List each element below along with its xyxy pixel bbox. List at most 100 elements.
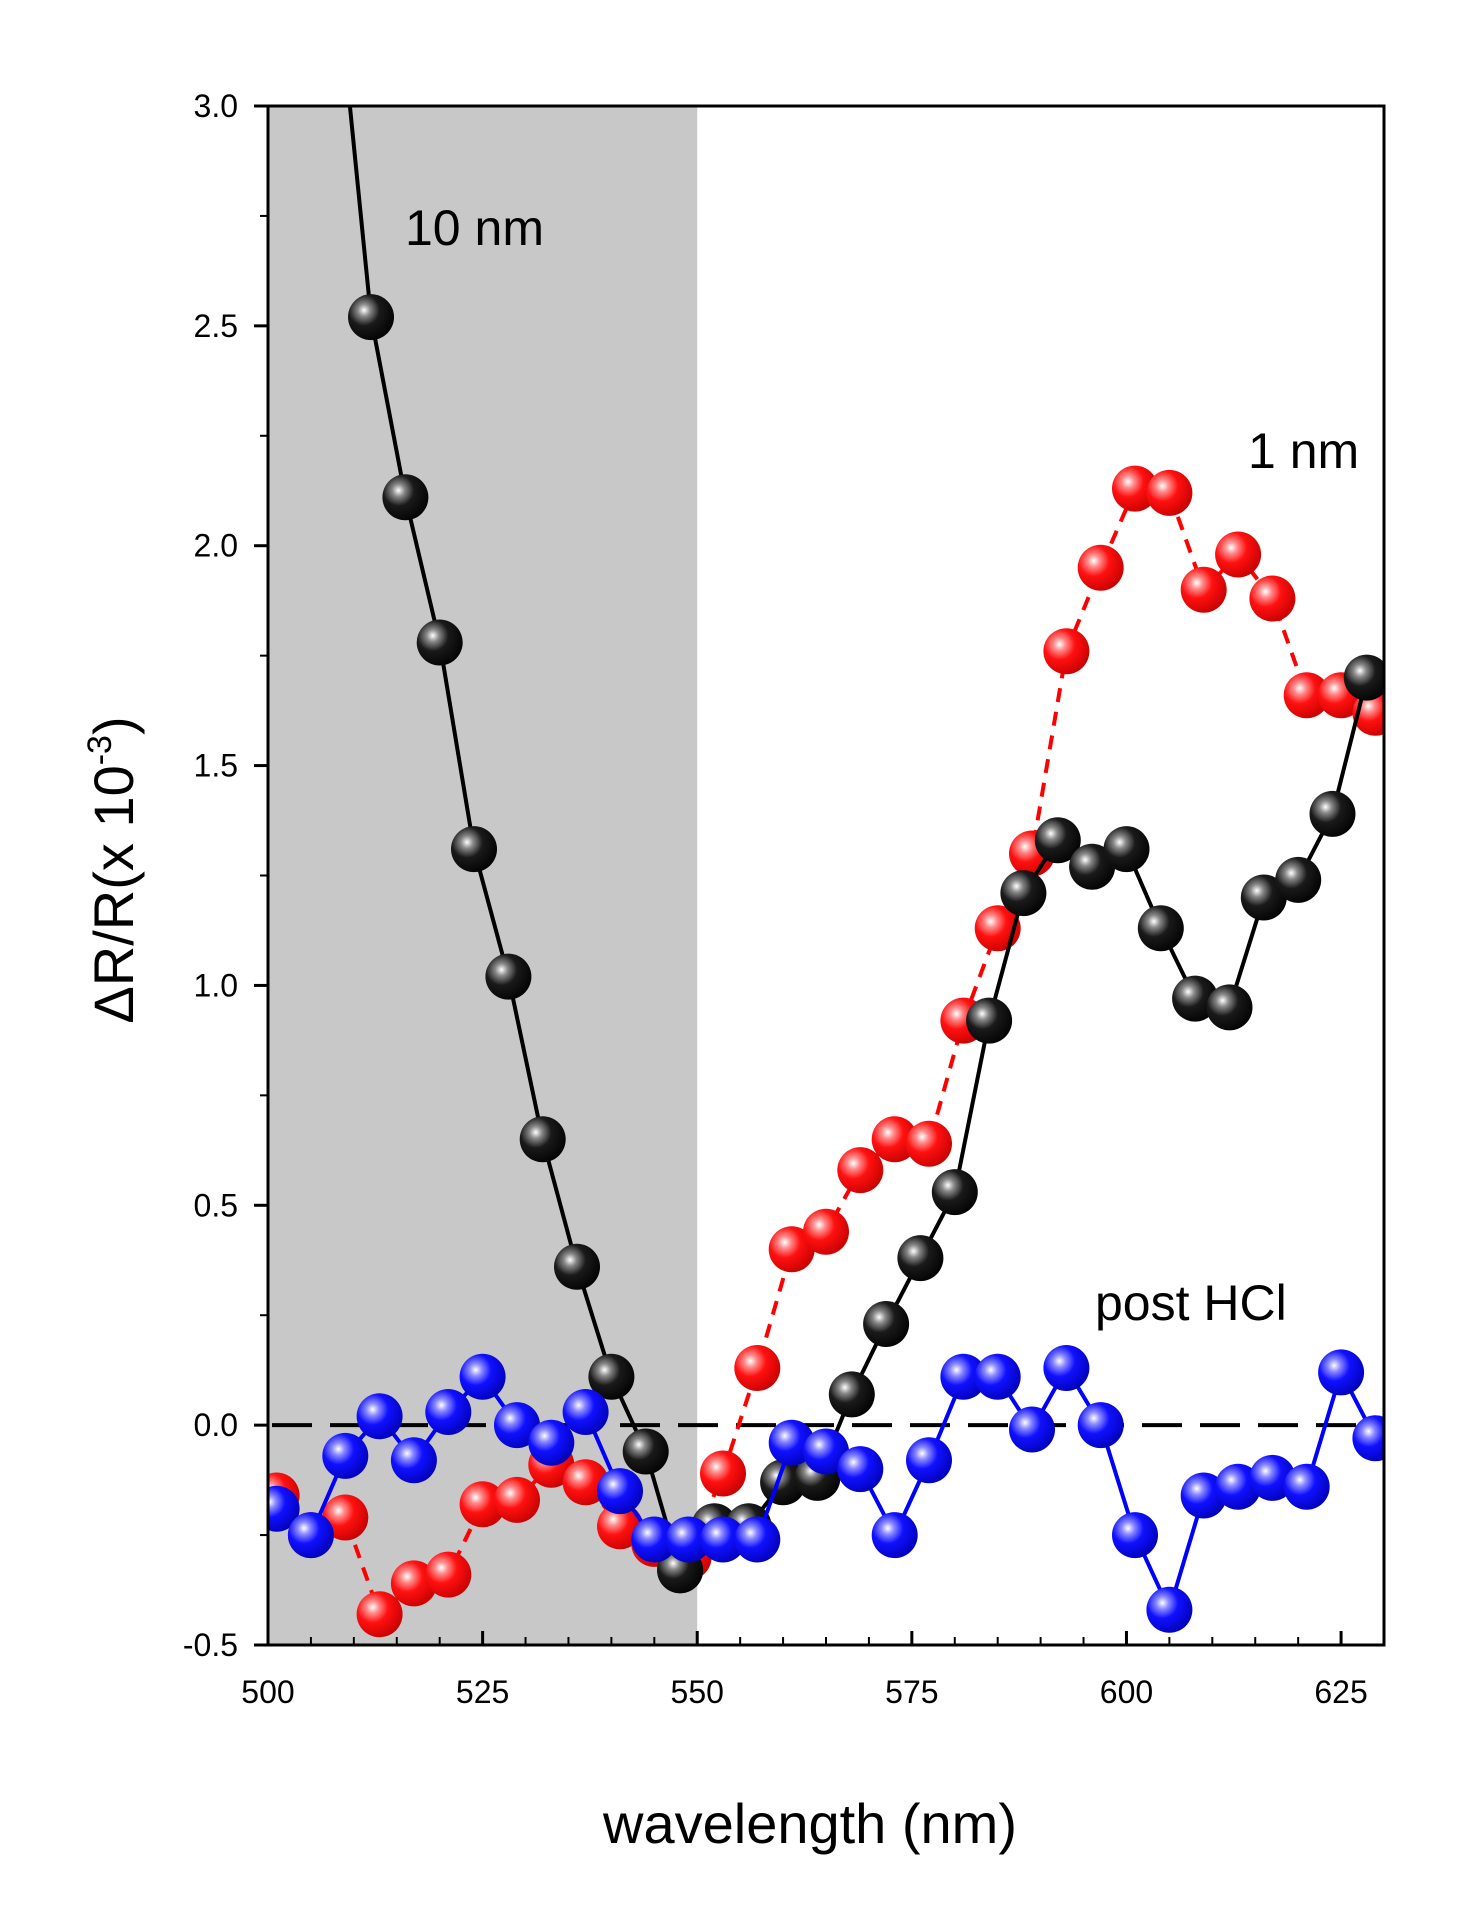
data-point-red <box>390 1560 437 1607</box>
data-point-red <box>1283 672 1330 719</box>
data-point-10-nm <box>519 1116 566 1163</box>
data-point-post-hcl <box>459 1353 506 1400</box>
data-point-1-nm <box>1069 843 1116 890</box>
data-point-red <box>459 1481 506 1528</box>
data-point-1-nm <box>1206 984 1253 1031</box>
data-point-post-hcl <box>287 1512 334 1559</box>
data-point-post-hcl <box>871 1512 918 1559</box>
data-point-post-hcl <box>1146 1586 1193 1633</box>
data-point-post-hcl <box>665 1516 712 1563</box>
data-point-red <box>1249 575 1296 622</box>
data-point-10-nm <box>588 1353 635 1400</box>
data-point-post-hcl <box>1043 1345 1090 1391</box>
data-point-red <box>494 1476 540 1523</box>
data-point-10-nm <box>348 294 394 341</box>
y-tick-label: 3.0 <box>194 88 238 124</box>
data-point-1-nm <box>931 1169 978 1216</box>
data-point-red <box>1180 566 1227 613</box>
data-point-10-nm <box>622 1428 669 1475</box>
data-point-red <box>734 1345 781 1391</box>
data-point-10-nm <box>554 1243 600 1290</box>
series-post-hcl <box>268 1345 1384 1633</box>
y-axis-title-main: ΔR/R(x 10 <box>82 765 145 1023</box>
data-point-post-hcl <box>322 1432 369 1479</box>
data-point-1-nm <box>966 997 1013 1044</box>
y-axis-title-close: ) <box>82 716 145 735</box>
data-point-post-hcl <box>1112 1512 1158 1559</box>
data-point-red <box>803 1208 849 1255</box>
ticks-layer: 500 525 550 575 600 625 -0.5 0.0 0.5 1.0 1.5 2.0 2.5… <box>183 88 1368 1710</box>
data-point-post-hcl <box>803 1428 849 1475</box>
data-point-post-hcl <box>356 1393 403 1440</box>
data-point-post-hcl <box>974 1353 1021 1400</box>
y-axis-title-exponent: -3 <box>81 735 119 765</box>
y-tick-label: -0.5 <box>183 1627 238 1663</box>
data-point-1-nm <box>1137 905 1184 952</box>
data-point-1-nm <box>1000 870 1047 917</box>
data-point-10-nm <box>382 474 429 521</box>
data-point-red <box>1112 465 1158 512</box>
series-1-nm <box>657 654 1384 1594</box>
annotation-post-hcl: post HCl <box>1095 1275 1287 1331</box>
data-point-post-hcl <box>1283 1463 1330 1510</box>
data-point-post-hcl <box>268 1485 300 1532</box>
data-point-1-nm <box>863 1301 910 1347</box>
data-point-post-hcl <box>597 1468 643 1515</box>
y-tick-label: 0.5 <box>194 1187 238 1223</box>
data-point-1-nm <box>897 1235 944 1282</box>
data-point-post-hcl <box>528 1419 575 1466</box>
data-point-post-hcl <box>940 1353 987 1400</box>
data-point-post-hcl <box>425 1389 472 1435</box>
data-point-red <box>322 1494 369 1541</box>
data-point-post-hcl <box>390 1437 437 1484</box>
x-tick-label: 600 <box>1100 1674 1153 1710</box>
annotation-10nm: 10 nm <box>405 200 544 256</box>
data-point-post-hcl <box>631 1516 678 1563</box>
y-tick-label: 1.0 <box>194 967 238 1003</box>
x-tick-label: 625 <box>1314 1674 1367 1710</box>
annotation-1nm: 1 nm <box>1248 423 1359 479</box>
y-tick-label: 2.0 <box>194 528 238 564</box>
data-point-red <box>1077 544 1124 591</box>
data-point-post-hcl <box>1180 1472 1227 1519</box>
data-point-post-hcl <box>1009 1406 1055 1453</box>
x-tick-label: 550 <box>671 1674 724 1710</box>
data-point-post-hcl <box>1318 1349 1365 1396</box>
data-point-1-nm <box>1343 654 1384 701</box>
y-axis-title: ΔR/R(x 10-3) <box>81 716 145 1023</box>
x-tick-label: 500 <box>241 1674 294 1710</box>
x-tick-label: 525 <box>456 1674 509 1710</box>
data-point-red <box>700 1450 746 1497</box>
data-point-post-hcl <box>906 1437 952 1484</box>
data-point-1-nm <box>828 1371 875 1418</box>
data-point-red <box>871 1116 918 1163</box>
data-point-10-nm <box>451 826 497 873</box>
data-point-red <box>356 1591 403 1638</box>
y-tick-label: 1.5 <box>194 748 238 784</box>
data-point-1-nm <box>1103 826 1150 873</box>
data-point-post-hcl <box>494 1402 540 1449</box>
data-point-post-hcl <box>734 1516 781 1563</box>
data-point-red <box>906 1120 952 1167</box>
data-point-1-nm <box>1034 817 1081 864</box>
x-axis-title: wavelength (nm) <box>602 1792 1017 1855</box>
data-point-post-hcl <box>700 1516 746 1563</box>
data-point-1-nm <box>1275 856 1322 903</box>
data-point-1-nm <box>1240 874 1287 921</box>
data-point-10-nm <box>416 619 463 666</box>
data-point-1-nm <box>1172 975 1219 1022</box>
data-point-10-nm <box>485 953 532 1000</box>
x-tick-label: 575 <box>885 1674 938 1710</box>
data-point-red <box>425 1551 472 1598</box>
data-point-red <box>768 1226 815 1273</box>
data-point-post-hcl <box>1077 1402 1124 1449</box>
data-point-red <box>1146 469 1193 516</box>
data-point-post-hcl <box>837 1446 884 1493</box>
y-tick-label: 2.5 <box>194 308 238 344</box>
data-point-red <box>562 1459 609 1506</box>
data-point-red <box>837 1147 884 1194</box>
data-point-post-hcl <box>562 1389 609 1435</box>
series-layer <box>268 106 1384 1638</box>
y-tick-label: 0.0 <box>194 1407 238 1443</box>
